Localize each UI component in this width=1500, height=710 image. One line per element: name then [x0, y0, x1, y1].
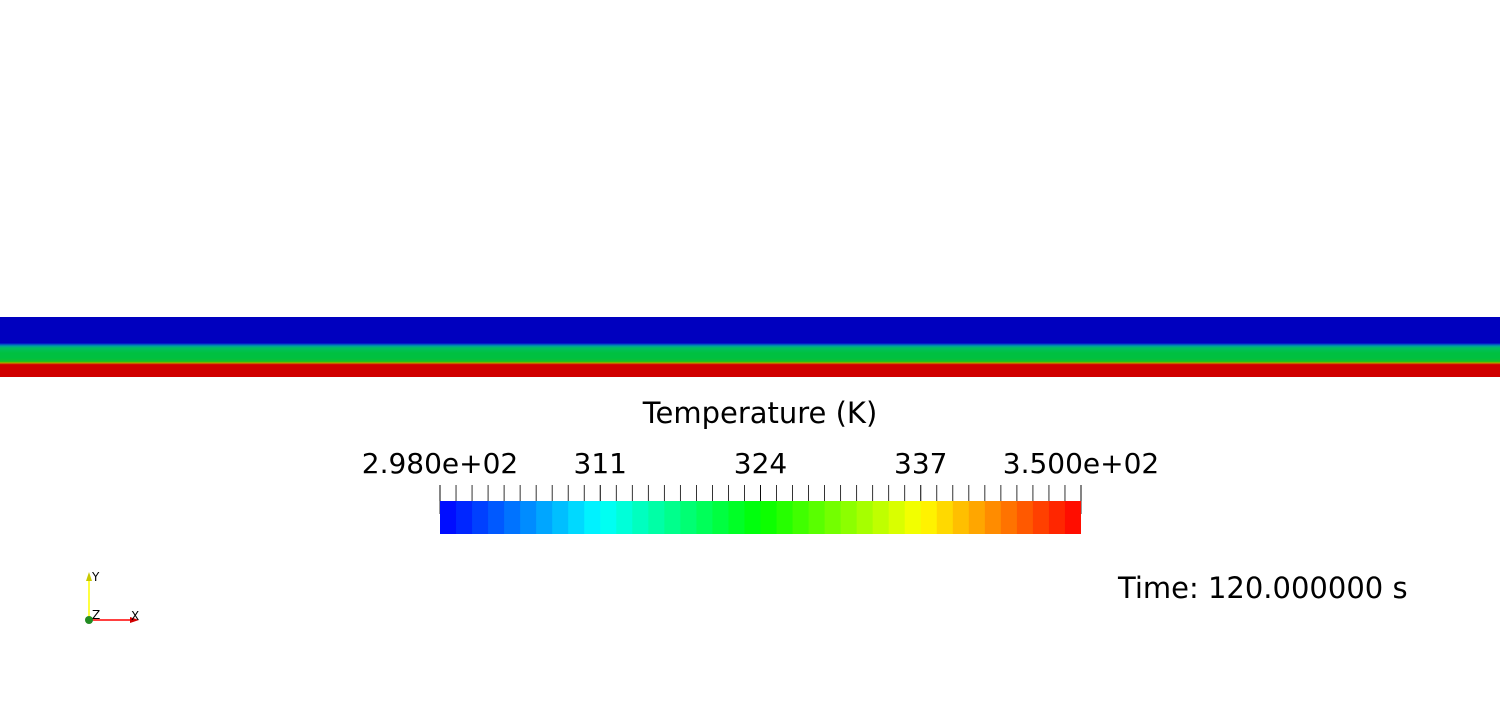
colorbar-band — [856, 501, 874, 534]
colorbar-title: Temperature (K) — [642, 396, 878, 430]
colorbar-band — [792, 501, 810, 534]
colorbar-band — [936, 501, 954, 534]
colorbar-band — [984, 501, 1002, 534]
colorbar-band — [1032, 501, 1050, 534]
colorbar-band — [440, 501, 457, 534]
colorbar-band — [616, 501, 633, 534]
colorbar-band — [1000, 501, 1018, 534]
colorbar-band — [472, 501, 489, 534]
colorbar — [440, 501, 1081, 534]
colorbar-tick-label: 3.500e+02 — [1002, 447, 1160, 480]
colorbar-band — [1016, 501, 1034, 534]
colorbar-band — [776, 501, 794, 534]
colorbar-band — [536, 501, 553, 534]
colorbar-band — [664, 501, 681, 534]
colorbar-band — [1064, 501, 1081, 534]
y-axis-label: Y — [91, 570, 100, 584]
colorbar-band — [680, 501, 697, 534]
colorbar-band — [872, 501, 890, 534]
time-label: Time: 120.000000 s — [1118, 571, 1408, 605]
colorbar-band — [1048, 501, 1066, 534]
x-axis-label: X — [131, 609, 139, 623]
y-axis-arrow — [86, 572, 92, 581]
colorbar-band — [632, 501, 649, 534]
z-axis-label: Z — [92, 608, 100, 622]
colorbar-tick-label: 324 — [733, 447, 788, 480]
colorbar-tick-marks — [439, 485, 1082, 514]
colorbar-band — [568, 501, 585, 534]
colorbar-band — [744, 501, 762, 534]
temperature-field-strip — [0, 317, 1500, 377]
colorbar-band — [920, 501, 938, 534]
colorbar-band — [888, 501, 906, 534]
colorbar-band — [952, 501, 970, 534]
colorbar-band — [584, 501, 601, 534]
colorbar-band — [904, 501, 922, 534]
colorbar-band — [824, 501, 842, 534]
colorbar-band — [840, 501, 858, 534]
z-axis-marker — [85, 616, 93, 624]
colorbar-tick-label: 337 — [894, 447, 948, 480]
colorbar-band — [696, 501, 714, 534]
colorbar-band — [552, 501, 569, 534]
colorbar-band — [712, 501, 730, 534]
colorbar-band — [760, 501, 778, 534]
colorbar-band — [648, 501, 665, 534]
x-axis-arrow — [130, 617, 139, 623]
colorbar-band — [728, 501, 746, 534]
colorbar-band — [456, 501, 473, 534]
colorbar-band — [600, 501, 617, 534]
colorbar-tick-label: 311 — [573, 447, 627, 480]
colorbar-band — [520, 501, 537, 534]
orientation-axes[interactable]: Y X Z — [78, 568, 158, 628]
colorbar-band — [968, 501, 986, 534]
colorbar-band — [488, 501, 505, 534]
colorbar-band — [504, 501, 521, 534]
colorbar-tick-label: 2.980e+02 — [361, 447, 519, 480]
colorbar-band — [808, 501, 826, 534]
